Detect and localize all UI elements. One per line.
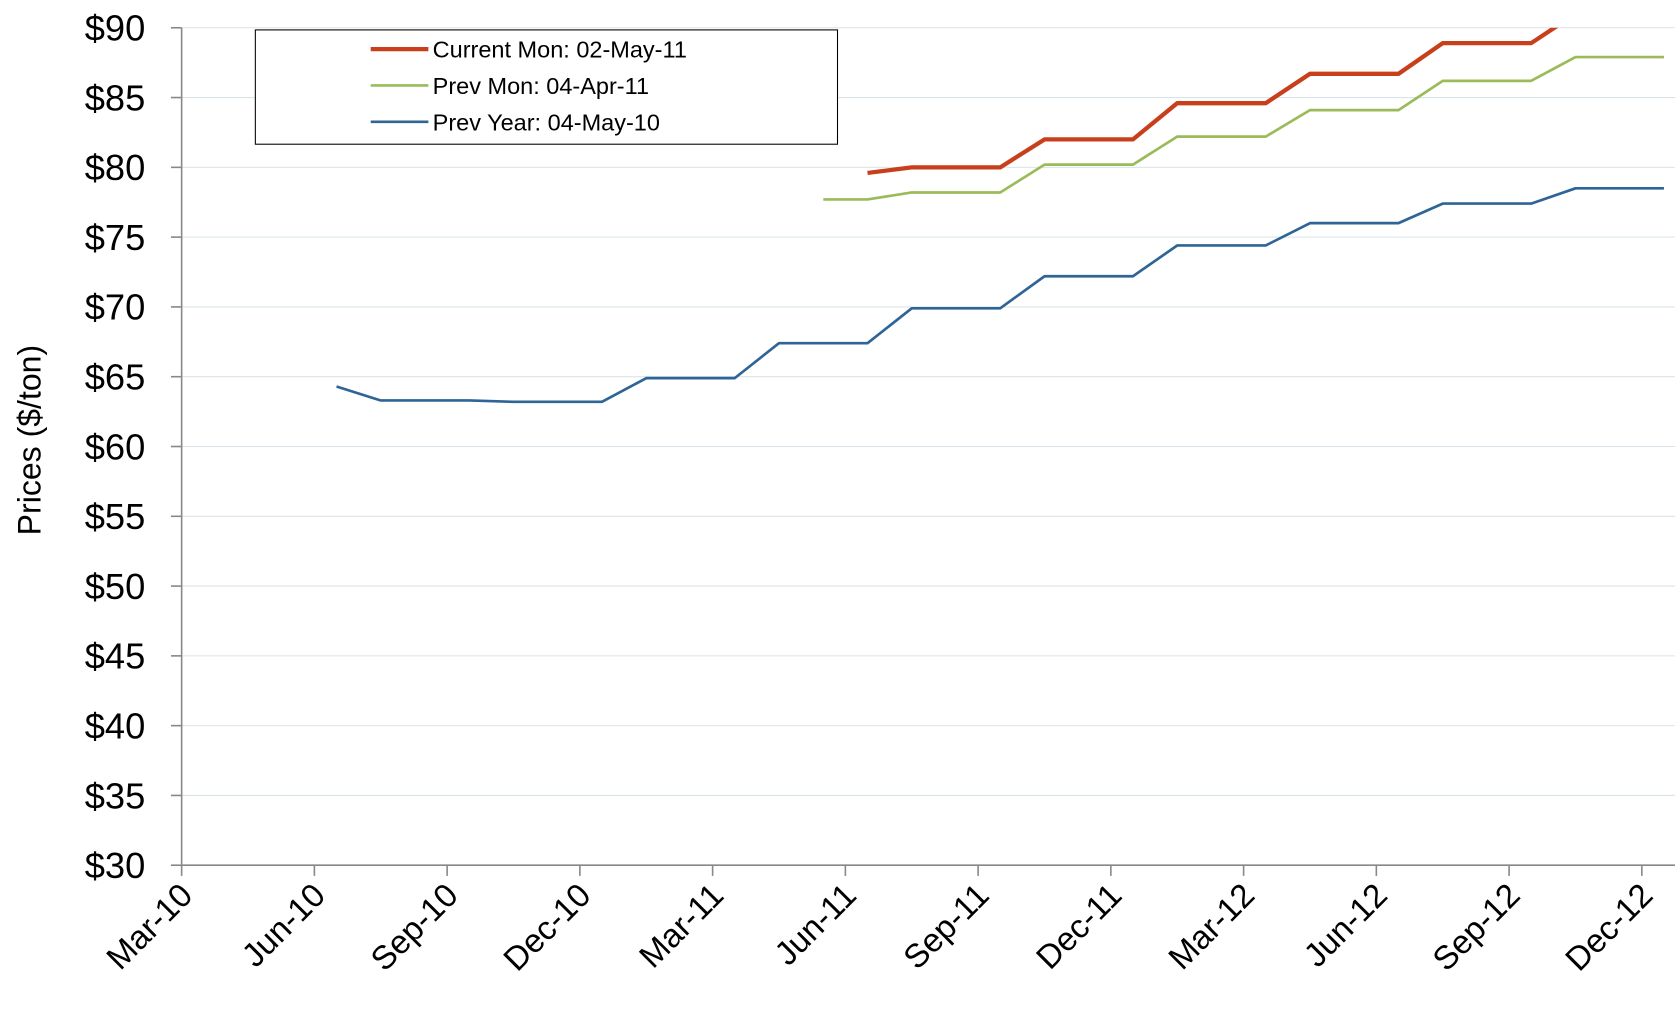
series-line bbox=[823, 55, 1664, 201]
y-tick-label: $35 bbox=[85, 775, 146, 816]
plot-area bbox=[336, 27, 1664, 404]
x-tick-label: Jun-10 bbox=[235, 877, 333, 975]
y-tick-label: $45 bbox=[85, 636, 146, 677]
x-tick-label: Mar-10 bbox=[100, 877, 200, 977]
series-line bbox=[336, 186, 1664, 404]
y-tick-label: $30 bbox=[85, 845, 146, 886]
y-tick-label: $65 bbox=[85, 357, 146, 398]
legend-box bbox=[254, 29, 839, 145]
legend-label: Prev Mon: 04-Apr-11 bbox=[433, 73, 649, 99]
x-tick-label: Sep-11 bbox=[897, 877, 997, 977]
y-tick-label: $75 bbox=[85, 217, 146, 258]
y-tick-label: $85 bbox=[85, 77, 146, 118]
legend-label: Current Mon: 02-May-11 bbox=[433, 37, 687, 63]
x-tick-label: Mar-12 bbox=[1162, 877, 1262, 977]
y-tick-label: $50 bbox=[85, 566, 146, 607]
x-tick-label: Jun-12 bbox=[1297, 877, 1395, 975]
y-tick-label: $60 bbox=[85, 426, 146, 467]
y-axis-label: Prices ($/ton) bbox=[12, 345, 48, 535]
x-tick-label: Sep-12 bbox=[1426, 877, 1528, 979]
y-tick-label: $40 bbox=[85, 705, 146, 746]
x-tick-label: Dec-11 bbox=[1029, 877, 1129, 977]
series-line bbox=[867, 27, 1559, 176]
y-tick-label: $70 bbox=[85, 287, 146, 328]
x-tick-label: Jun-11 bbox=[768, 877, 864, 973]
x-tick-label: Sep-10 bbox=[364, 877, 466, 979]
y-tick-label: $80 bbox=[85, 147, 146, 188]
x-tick-label: Dec-12 bbox=[1559, 877, 1661, 979]
x-tick-label: Mar-11 bbox=[633, 877, 732, 976]
y-tick-label: $55 bbox=[85, 496, 146, 537]
legend-label: Prev Year: 04-May-10 bbox=[433, 109, 660, 135]
x-tick-label: Dec-10 bbox=[497, 877, 599, 979]
y-tick-label: $90 bbox=[85, 8, 146, 49]
